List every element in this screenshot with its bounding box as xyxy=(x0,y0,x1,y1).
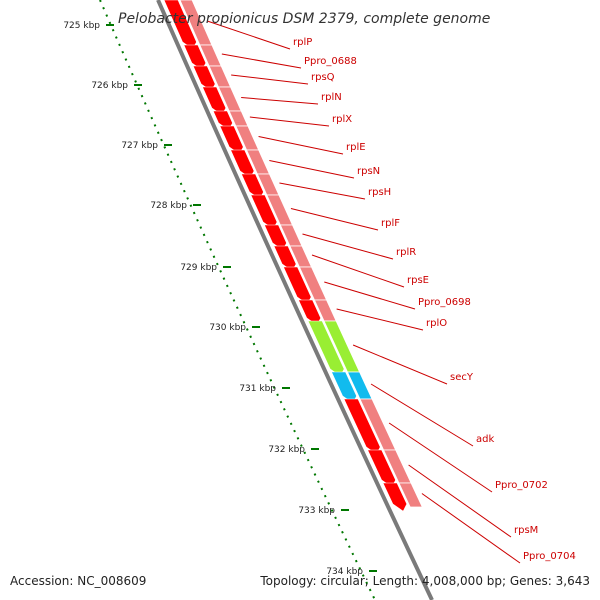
kbp-tick-label: 729 kbp xyxy=(180,263,217,273)
gene-label-leader xyxy=(221,53,302,69)
gene-label-leader xyxy=(279,182,366,200)
gene-label-leader xyxy=(408,464,512,538)
gene-label-leader xyxy=(336,308,424,331)
gene-label-leader xyxy=(231,74,309,85)
gene-label: rplO xyxy=(426,318,447,329)
gene-label: rplE xyxy=(346,142,366,153)
gene-label: Ppro_0702 xyxy=(495,480,548,491)
gene-label-leader xyxy=(421,493,521,564)
kbp-tick-label: 728 kbp xyxy=(150,201,187,211)
tick-marks: 725 kbp 726 kbp 727 kbp 728 kbp 729 kbp 730 k… xyxy=(63,21,377,577)
gene-label-leader xyxy=(302,233,394,260)
kbp-tick-label: 731 kbp xyxy=(239,384,276,394)
topology-text: Topology: circular; Length: 4,008,000 bp… xyxy=(260,574,590,588)
gene-label-leader xyxy=(290,208,379,231)
gene-label-leader xyxy=(249,116,330,127)
gene-feature xyxy=(398,482,423,508)
gene-label: rplR xyxy=(396,247,416,258)
kbp-tick-label: 733 kbp xyxy=(298,506,335,516)
gene-label: Ppro_0704 xyxy=(523,551,576,562)
backbone-line xyxy=(156,0,434,600)
gene-label: rplX xyxy=(332,114,352,125)
gene-label-leader xyxy=(207,20,291,50)
kbp-tick-label: 726 kbp xyxy=(91,81,128,91)
ruler-dotted-track xyxy=(99,0,376,600)
kbp-tick-label: 727 kbp xyxy=(121,141,158,151)
kbp-tick-label: 725 kbp xyxy=(63,21,100,31)
gene-label-leader xyxy=(269,160,355,179)
gene-label: rplP xyxy=(293,37,312,48)
gene-label: adk xyxy=(476,434,494,445)
gene-label: Ppro_0688 xyxy=(304,56,357,67)
gene-label: rpsN xyxy=(357,166,380,177)
gene-label-leader xyxy=(241,97,319,105)
gene-label-leader xyxy=(258,136,344,155)
gene-label-leader xyxy=(352,344,448,385)
kbp-tick-label: 732 kbp xyxy=(268,445,305,455)
gene-labels: rplP Ppro_0688 rpsQ rplN rplX rplE rpsN rpsH rpl… xyxy=(207,20,576,564)
gene-label: Ppro_0698 xyxy=(418,297,471,308)
gene-label-leader xyxy=(370,383,474,447)
gene-label: rpsQ xyxy=(311,72,335,83)
gene-label: rpsM xyxy=(514,525,538,536)
gene-label-leader xyxy=(324,281,416,310)
gene-label: rplF xyxy=(381,218,400,229)
feature-tracks xyxy=(163,0,423,512)
kbp-tick-label: 730 kbp xyxy=(209,323,246,333)
gene-label: secY xyxy=(450,372,474,383)
gene-label-leader xyxy=(311,254,405,288)
genome-title: Pelobacter propionicus DSM 2379, complet… xyxy=(118,11,490,27)
accession-text: Accession: NC_008609 xyxy=(10,574,147,588)
gene-label: rpsH xyxy=(368,187,391,198)
cds-feature xyxy=(382,482,408,512)
kbp-tick-label: 734 kbp xyxy=(326,567,363,577)
gene-label-leader xyxy=(388,422,493,493)
gene-label: rplN xyxy=(321,92,342,103)
gene-label: rpsE xyxy=(407,275,429,286)
